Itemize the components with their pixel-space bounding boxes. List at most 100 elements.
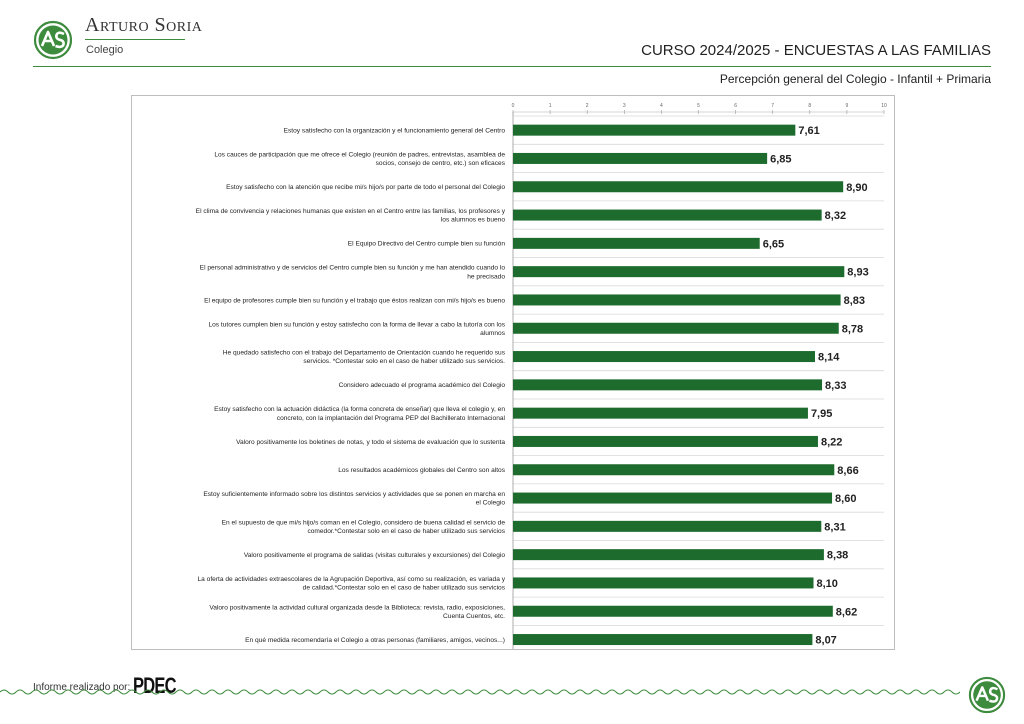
category-label-line: Considero adecuado el programa académico… — [339, 382, 506, 389]
category-label: Los cauces de participación que me ofrec… — [214, 151, 505, 167]
category-label-line: El equipo de profesores cumple bien su f… — [204, 297, 505, 304]
footer-prefix: Informe realizado por: — [33, 682, 131, 693]
header-divider — [33, 66, 991, 67]
category-label: Estoy satisfecho con la organización y e… — [284, 127, 506, 134]
category-label-line: Los tutores cumplen bien su función y es… — [208, 321, 505, 328]
bar — [513, 577, 814, 589]
brand-subtitle: Colegio — [86, 44, 124, 56]
category-label-line: comedor.*Contestar solo en el caso de ha… — [307, 528, 505, 535]
bar — [513, 464, 835, 476]
x-tick-label: 5 — [697, 103, 700, 109]
data-label: 8,66 — [837, 465, 858, 477]
category-label: El personal administrativo y de servicio… — [200, 265, 506, 281]
category-label: En qué medida recomendaría el Colegio a … — [245, 637, 505, 644]
category-label-line: Estoy satisfecho con la atención que rec… — [226, 184, 505, 191]
category-label: Los tutores cumplen bien su función y es… — [208, 321, 505, 337]
category-label: Considero adecuado el programa académico… — [339, 382, 506, 389]
bar — [513, 209, 822, 221]
category-label-line: concreto, con la implantación del Progra… — [277, 415, 506, 422]
bar — [513, 492, 833, 504]
x-tick-label: 3 — [623, 103, 626, 109]
data-label: 6,65 — [763, 238, 784, 250]
x-tick-label: 0 — [512, 103, 515, 109]
data-label: 8,83 — [844, 295, 865, 307]
data-label: 8,33 — [825, 380, 846, 392]
category-label-line: El personal administrativo y de servicio… — [200, 265, 506, 272]
brand-name: Arturo Soria — [85, 14, 203, 36]
page-subtitle: Percepción general del Colegio - Infanti… — [719, 72, 991, 86]
brand-divider — [85, 39, 185, 40]
category-label-line: socios, consejo de centro, etc.) son efi… — [376, 160, 506, 167]
bar-chart: 0 1 2 3 4 5 6 7 8 9 10 7,61 Estoy satisfecho con la … — [196, 103, 887, 649]
data-label: 8,10 — [817, 578, 838, 590]
category-label-line: los alumnos es bueno — [441, 217, 505, 224]
category-label-line: Cuenta Cuentos, etc. — [443, 613, 505, 620]
data-label: 8,38 — [827, 550, 848, 562]
bar — [513, 407, 808, 419]
category-label: El equipo de profesores cumple bien su f… — [204, 297, 505, 304]
data-label: 7,61 — [798, 125, 819, 137]
bar — [513, 181, 844, 193]
chart-frame: 0 1 2 3 4 5 6 7 8 9 10 7,61 Estoy satisfecho con la … — [131, 95, 895, 650]
category-label: Valoro positivamente la actividad cultur… — [209, 604, 505, 620]
x-tick-label: 8 — [808, 103, 811, 109]
bar — [513, 322, 839, 334]
data-label: 8,31 — [824, 521, 845, 533]
category-label-line: el Colegio — [476, 500, 506, 507]
data-label: 8,78 — [842, 323, 863, 335]
data-label: 7,95 — [811, 408, 832, 420]
category-label: Estoy suficientemente informado sobre lo… — [203, 491, 505, 507]
category-label-line: El Equipo Directivo del Centro cumple bi… — [348, 241, 506, 248]
category-label: Estoy satisfecho con la actuación didáct… — [214, 406, 505, 422]
category-label: Valoro positivamente el programa de sali… — [244, 552, 506, 559]
bar — [513, 435, 818, 447]
bar — [513, 549, 824, 561]
x-tick-label: 1 — [549, 103, 552, 109]
category-label-line: Estoy satisfecho con la organización y e… — [284, 127, 506, 134]
footer-wave-line — [0, 689, 960, 695]
as-monogram-icon — [968, 676, 1006, 714]
data-label: 8,07 — [815, 635, 836, 647]
bar — [513, 520, 822, 532]
bar — [513, 379, 823, 391]
data-label: 8,93 — [847, 267, 868, 279]
data-label: 6,85 — [770, 153, 791, 165]
data-label: 8,62 — [836, 606, 857, 618]
data-label: 8,60 — [835, 493, 856, 505]
data-label: 8,90 — [846, 182, 867, 194]
bar — [513, 634, 813, 646]
data-label: 8,22 — [821, 436, 842, 448]
category-label: Estoy satisfecho con la atención que rec… — [226, 184, 505, 191]
category-label-line: He quedado satisfecho con el trabajo del… — [223, 350, 506, 357]
category-label: He quedado satisfecho con el trabajo del… — [223, 350, 506, 366]
category-label-line: La oferta de actividades extraescolares … — [197, 576, 505, 583]
category-label: La oferta de actividades extraescolares … — [197, 576, 505, 592]
category-label-line: he precisado — [467, 273, 505, 280]
x-tick-label: 7 — [771, 103, 774, 109]
category-label-line: En el supuesto de que mi/s hijo/s coman … — [222, 519, 506, 526]
bar — [513, 266, 845, 278]
x-tick-label: 4 — [660, 103, 663, 109]
bar — [513, 124, 796, 136]
category-label: El clima de convivencia y relaciones hum… — [196, 208, 506, 224]
bar — [513, 605, 833, 617]
data-label: 8,14 — [818, 352, 840, 364]
category-label-line: Los cauces de participación que me ofrec… — [214, 151, 505, 158]
bar — [513, 237, 760, 249]
bar — [513, 152, 768, 164]
bar — [513, 351, 815, 363]
category-label: Valoro positivamente los boletines de no… — [236, 439, 505, 446]
category-label-line: Estoy satisfecho con la actuación didáct… — [214, 406, 505, 413]
category-label-line: El clima de convivencia y relaciones hum… — [196, 208, 506, 215]
category-label: En el supuesto de que mi/s hijo/s coman … — [222, 519, 506, 535]
category-label: El Equipo Directivo del Centro cumple bi… — [348, 241, 506, 248]
as-monogram-icon — [33, 20, 73, 60]
bar — [513, 294, 841, 306]
category-label-line: Los resultados académicos globales del C… — [338, 467, 505, 474]
x-tick-label: 9 — [846, 103, 849, 109]
category-label-line: servicios. *Contestar solo en el caso de… — [303, 358, 505, 365]
x-tick-label: 2 — [586, 103, 589, 109]
category-label-line: Valoro positivamente el programa de sali… — [244, 552, 506, 559]
data-label: 8,32 — [825, 210, 846, 222]
category-label: Los resultados académicos globales del C… — [338, 467, 505, 474]
